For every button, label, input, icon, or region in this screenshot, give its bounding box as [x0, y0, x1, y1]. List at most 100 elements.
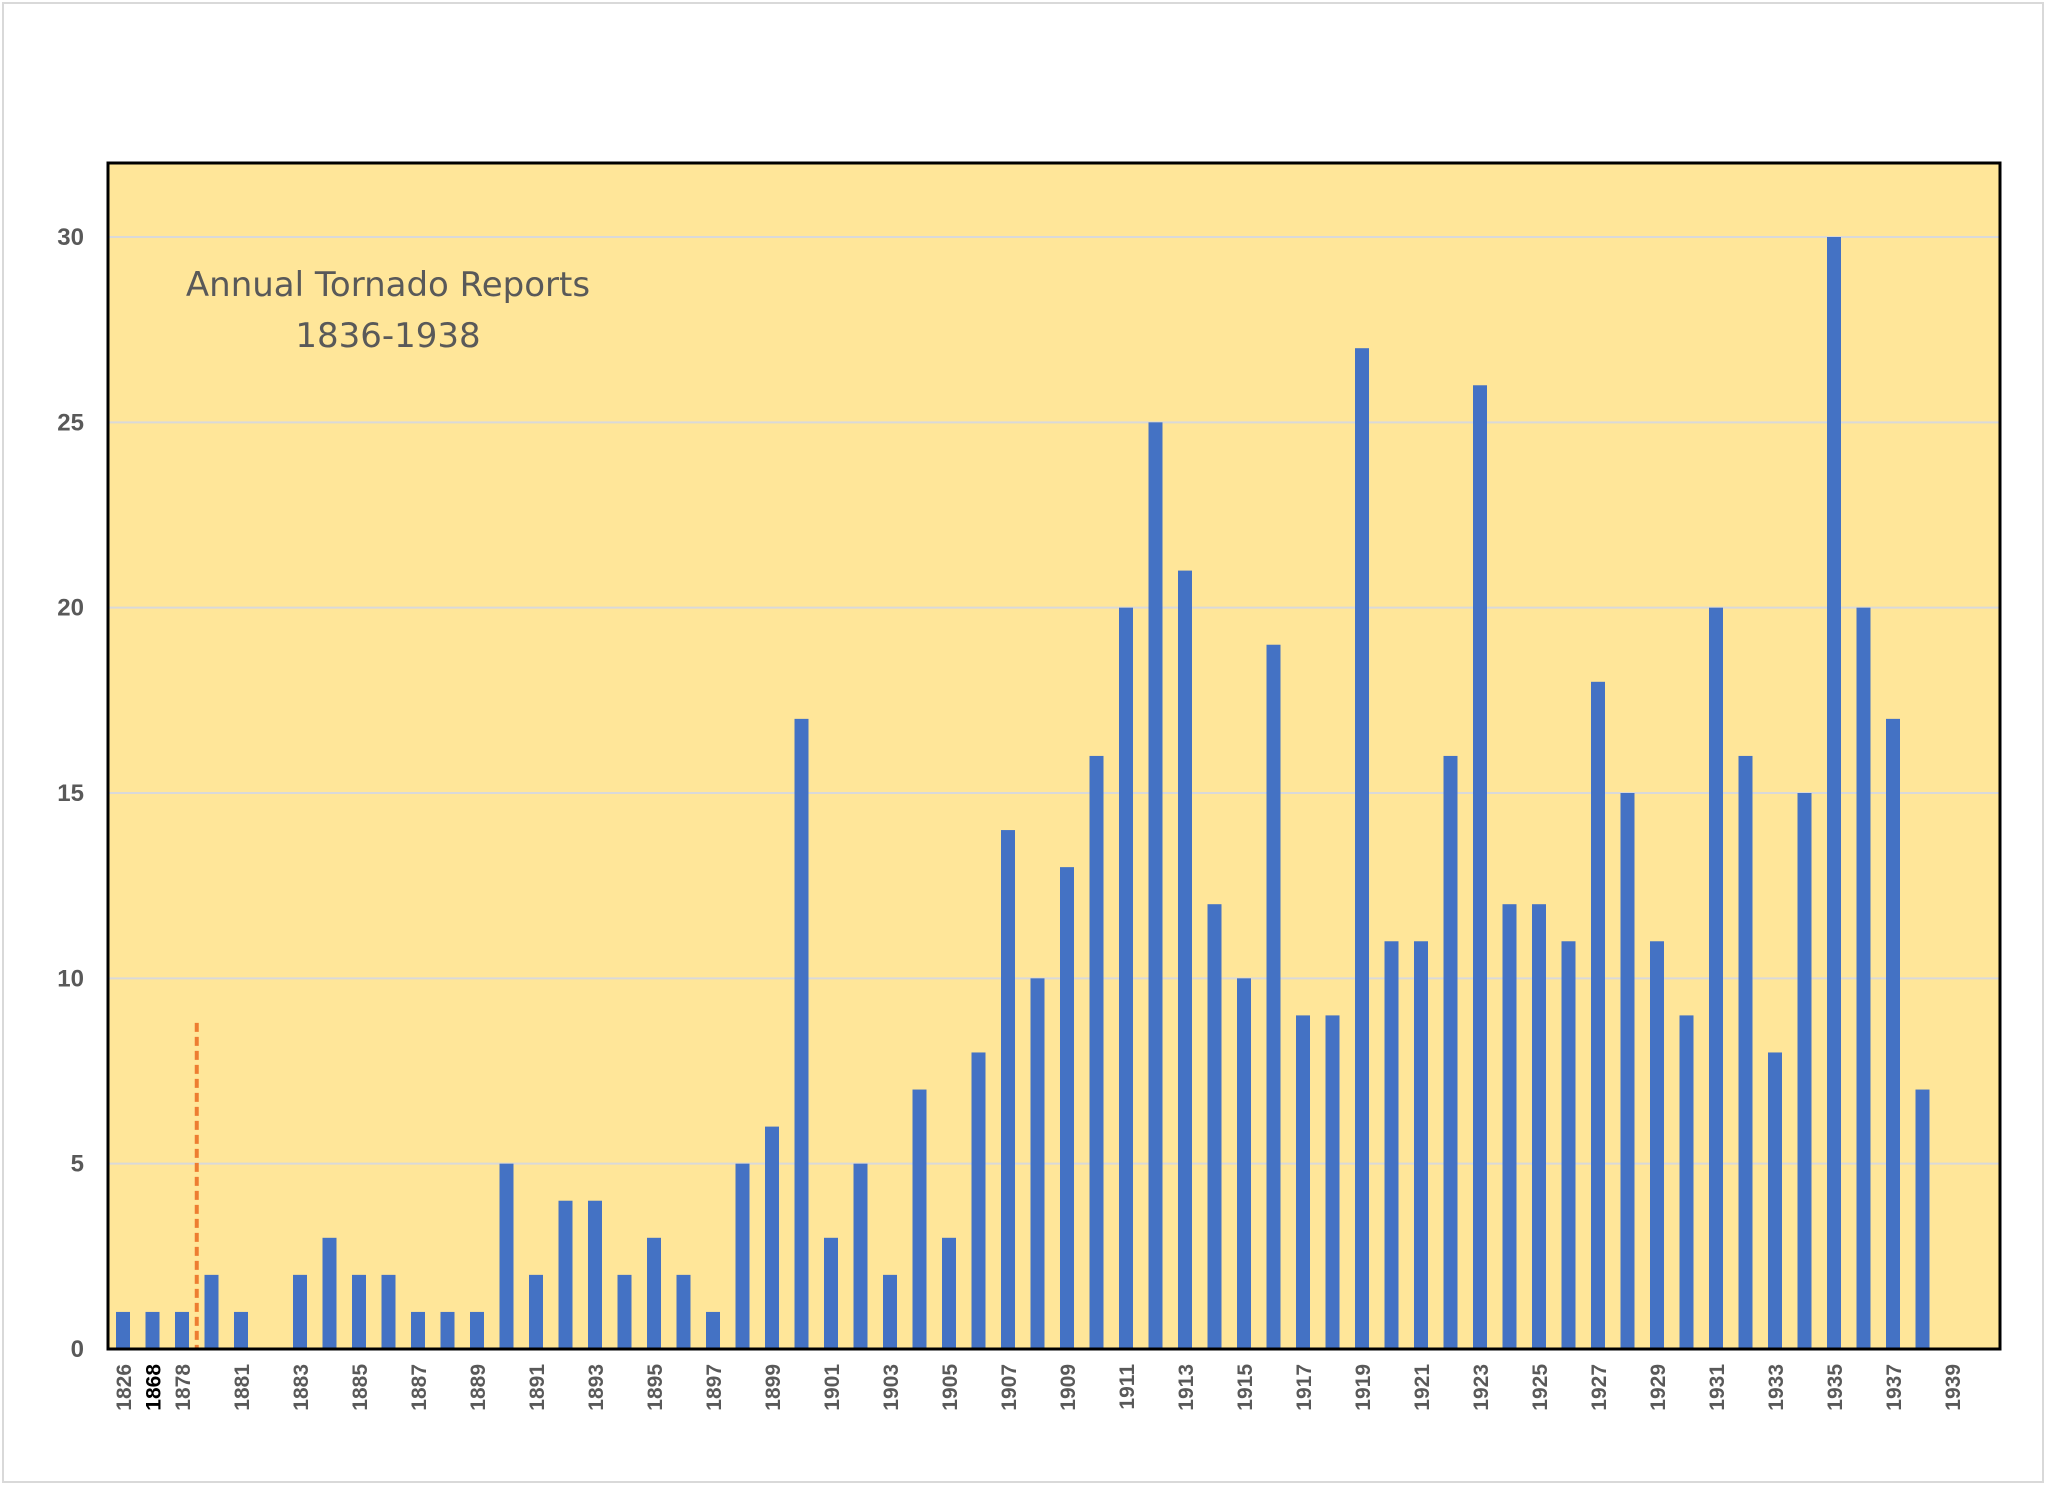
- bar: [1325, 1015, 1340, 1349]
- bar: [1532, 904, 1546, 1349]
- bar: [676, 1274, 691, 1349]
- x-tick-label: 1905: [939, 1364, 962, 1411]
- plot-border: [106, 161, 2002, 1351]
- bar: [1237, 978, 1251, 1349]
- bars: [116, 237, 1930, 1349]
- bar: [1148, 422, 1163, 1349]
- bar: [1030, 978, 1045, 1349]
- x-tick-label: 1919: [1352, 1364, 1375, 1411]
- x-tick-label: 1921: [1411, 1364, 1434, 1411]
- bar: [1266, 644, 1281, 1349]
- bar: [529, 1274, 543, 1349]
- bar: [293, 1274, 307, 1349]
- x-tick-label: 1933: [1765, 1364, 1788, 1411]
- bar: [1502, 904, 1517, 1349]
- x-tick-label: 1893: [585, 1364, 608, 1411]
- x-tick-label: 1891: [526, 1364, 549, 1411]
- bar: [912, 1089, 927, 1349]
- y-tick-label: 5: [71, 1151, 84, 1178]
- x-tick-label: 1883: [290, 1364, 313, 1411]
- bar: [1679, 1015, 1694, 1349]
- bar: [883, 1274, 897, 1349]
- x-tick-label: 1925: [1529, 1364, 1552, 1411]
- x-tick-label: 1878: [172, 1364, 195, 1411]
- bar: [824, 1237, 838, 1349]
- bar: [234, 1311, 248, 1349]
- x-tick-label: 1887: [408, 1364, 431, 1411]
- gridlines: [108, 236, 2000, 1165]
- bar: [588, 1200, 602, 1349]
- x-tick-label: 1911: [1116, 1364, 1139, 1410]
- bar: [647, 1237, 661, 1349]
- bar: [1650, 941, 1664, 1349]
- bar: [1709, 607, 1723, 1349]
- bar: [942, 1237, 956, 1349]
- bar: [1060, 867, 1074, 1349]
- x-tick-label: 1913: [1175, 1364, 1198, 1411]
- chart-title: Annual Tornado Reports: [186, 265, 590, 305]
- x-tick-label: 1897: [703, 1364, 726, 1411]
- bar: [558, 1200, 573, 1349]
- bar: [1178, 570, 1192, 1349]
- bar: [1738, 755, 1753, 1349]
- bar: [1886, 718, 1900, 1349]
- bar: [411, 1311, 425, 1349]
- bar: [145, 1311, 160, 1349]
- bar: [499, 1163, 514, 1349]
- bar: [470, 1311, 484, 1349]
- bar: [1620, 793, 1635, 1349]
- x-tick-label: 1889: [467, 1364, 490, 1411]
- x-tick-label: 1901: [821, 1364, 844, 1411]
- bar: [1355, 348, 1369, 1349]
- bar: [1473, 385, 1487, 1349]
- bar: [735, 1163, 750, 1349]
- y-tick-label: 20: [57, 595, 84, 622]
- bar: [204, 1274, 219, 1349]
- x-tick-label: 1903: [880, 1364, 903, 1411]
- bar: [322, 1237, 337, 1349]
- x-tick-label: 1881: [231, 1364, 254, 1411]
- x-tick-label: 1826: [113, 1364, 136, 1411]
- bar: [794, 718, 809, 1349]
- y-axis-ticks: 0 5 10 15 20 25 30: [57, 224, 84, 1363]
- x-axis-ticks: 1826 1868 1878 1881 1883 1885 1887 1889 1891 1893…: [113, 1364, 1965, 1411]
- y-tick-label: 15: [57, 780, 84, 807]
- bar: [765, 1126, 779, 1349]
- x-tick-label: 1909: [1057, 1364, 1080, 1411]
- bar: [116, 1311, 130, 1349]
- bar: [381, 1274, 396, 1349]
- bar: [971, 1052, 986, 1349]
- bar: [1296, 1015, 1310, 1349]
- bar: [352, 1274, 366, 1349]
- bar: [1119, 607, 1133, 1349]
- bar: [1443, 755, 1458, 1349]
- bar: [1001, 830, 1015, 1349]
- x-tick-label: 1895: [644, 1364, 667, 1411]
- chart-subtitle: 1836-1938: [295, 316, 480, 356]
- bar: [617, 1274, 632, 1349]
- y-tick-label: 0: [71, 1336, 84, 1363]
- y-tick-label: 25: [57, 409, 84, 436]
- x-tick-label: 1915: [1234, 1364, 1257, 1411]
- bar: [1561, 941, 1576, 1349]
- x-tick-label: 1885: [349, 1364, 372, 1411]
- bar: [1768, 1052, 1782, 1349]
- bar: [1384, 941, 1399, 1349]
- bar: [1797, 793, 1812, 1349]
- x-tick-label: 1935: [1824, 1364, 1847, 1411]
- bar: [440, 1311, 455, 1349]
- x-tick-label: 1868: [143, 1364, 166, 1411]
- x-tick-label: 1927: [1588, 1364, 1611, 1411]
- x-tick-label: 1923: [1470, 1364, 1493, 1411]
- x-tick-label: 1917: [1293, 1364, 1316, 1411]
- y-tick-label: 10: [57, 965, 84, 992]
- bar: [1915, 1089, 1930, 1349]
- bar: [175, 1311, 189, 1349]
- bar: [1207, 904, 1222, 1349]
- bar: [1089, 755, 1104, 1349]
- x-tick-label: 1899: [762, 1364, 785, 1411]
- bar: [1856, 607, 1871, 1349]
- bar: [1591, 681, 1605, 1349]
- x-tick-label: 1939: [1942, 1364, 1965, 1411]
